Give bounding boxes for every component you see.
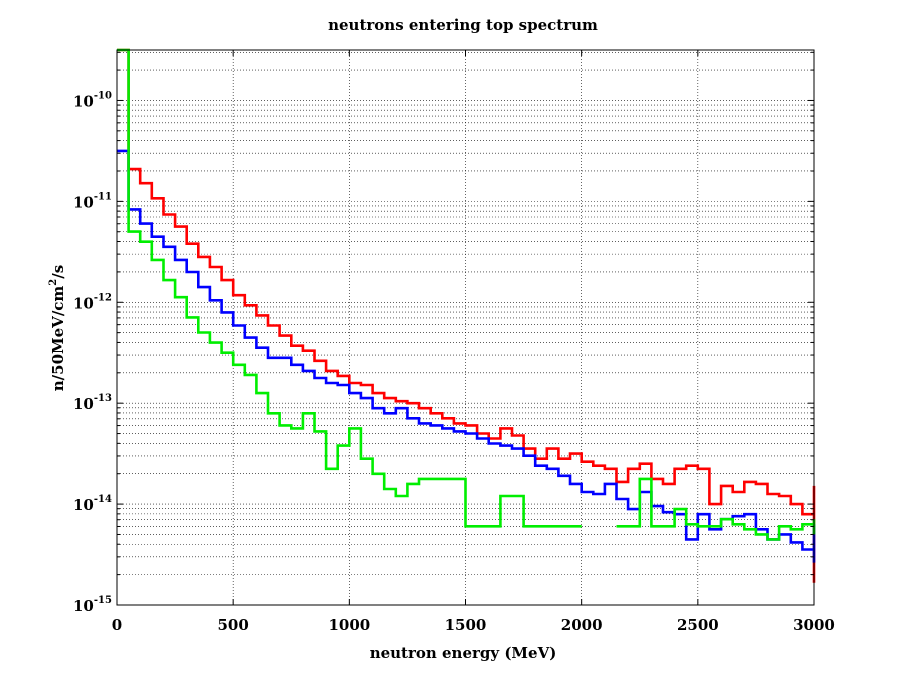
series-green	[117, 48, 816, 541]
y-tick-label-exp: -10	[94, 90, 112, 101]
y-tick-label-exp: -14	[94, 494, 112, 505]
series-layer	[117, 48, 816, 583]
y-tick-label-base: 10	[73, 294, 94, 312]
x-tick-label: 500	[218, 616, 249, 634]
x-tick-label: 2500	[677, 616, 719, 634]
grid	[117, 50, 814, 605]
y-tick-label-base: 10	[73, 193, 94, 211]
x-tick-label: 0	[112, 616, 122, 634]
series-green-line	[117, 48, 582, 528]
y-tick-label-base: 10	[73, 597, 94, 615]
series-blue	[117, 149, 816, 563]
series-red	[117, 48, 816, 583]
y-tick-label: 10-12	[73, 292, 112, 312]
x-tick-label: 2000	[561, 616, 603, 634]
x-axis-label: neutron energy (MeV)	[370, 644, 557, 662]
y-tick-label-exp: -11	[94, 191, 112, 202]
y-tick-label: 10-14	[73, 494, 112, 514]
y-tick-label-base: 10	[73, 496, 94, 514]
y-axis-label-sup: 2	[48, 279, 59, 286]
x-tick-label: 1000	[328, 616, 370, 634]
y-tick-label: 10-15	[73, 595, 112, 615]
y-tick-label-exp: -13	[94, 393, 112, 404]
y-tick-label: 10-10	[73, 90, 112, 110]
x-tick-label: 3000	[793, 616, 835, 634]
y-tick-label-base: 10	[73, 395, 94, 413]
series-red-line	[117, 48, 816, 583]
series-blue-line	[117, 149, 816, 563]
chart-title: neutrons entering top spectrum	[328, 16, 598, 34]
y-tick-label-exp: -12	[94, 292, 112, 303]
x-axis: 0 500 1000 1500 2000 2500 3000	[112, 50, 835, 634]
y-axis-label-base: n/50MeV/cm	[49, 286, 67, 392]
y-tick-label-exp: -15	[94, 595, 112, 606]
y-axis-label: n/50MeV/cm2/s	[48, 265, 67, 391]
x-tick-label: 1500	[445, 616, 487, 634]
y-tick-label-base: 10	[73, 92, 94, 110]
y-tick-label: 10-13	[73, 393, 112, 413]
y-axis-label-tail: /s	[49, 265, 67, 279]
y-tick-label: 10-11	[73, 191, 112, 211]
